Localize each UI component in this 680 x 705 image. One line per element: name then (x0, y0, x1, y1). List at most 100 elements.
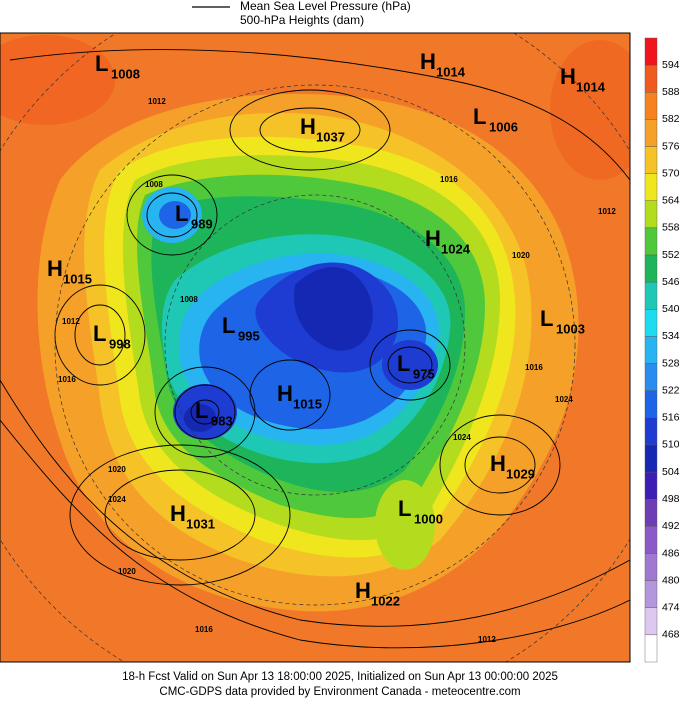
center-pressure: 975 (413, 366, 435, 381)
center-letter: H (277, 381, 293, 406)
colorbar-swatch (644, 363, 658, 391)
map-frame (0, 32, 631, 663)
colorbar-swatch (644, 227, 658, 256)
colorbar-label: 582 (662, 113, 680, 125)
colorbar-swatch (644, 444, 658, 473)
center-pressure: 989 (191, 216, 213, 231)
center-letter: L (175, 201, 188, 226)
colorbar-label: 510 (662, 439, 680, 451)
colorbar-label: 468 (662, 629, 680, 641)
legend-text: 500-hPa Heights (dam) (240, 13, 364, 27)
center-letter: L (95, 51, 108, 76)
footer-text: 18-h Fcst Valid on Sun Apr 13 18:00:00 2… (122, 671, 558, 683)
center-letter: H (425, 226, 441, 251)
center-pressure: 1015 (293, 396, 322, 411)
colorbar-swatch (644, 390, 658, 419)
center-letter: H (47, 256, 63, 281)
colorbar-label: 594 (662, 59, 680, 71)
colorbar-swatch (644, 200, 658, 229)
colorbar-swatch (644, 146, 658, 174)
colorbar-label: 540 (662, 303, 680, 315)
contour-label: 1016 (58, 375, 76, 384)
center-letter: H (300, 114, 316, 139)
contour-label: 1012 (62, 317, 80, 326)
colorbar-swatch (644, 471, 658, 500)
colorbar-label: 564 (662, 195, 680, 207)
colorbar-swatch (644, 173, 658, 201)
center-letter: L (222, 313, 235, 338)
colorbar-label: 474 (662, 602, 680, 614)
center-letter: L (473, 104, 486, 129)
contour-label: 1016 (440, 175, 458, 184)
center-pressure: 1029 (506, 466, 535, 481)
contour-label: 1020 (512, 251, 530, 260)
contour-label: 1008 (145, 180, 163, 189)
colorbar-swatch (644, 553, 658, 581)
colorbar-label: 546 (662, 276, 680, 288)
colorbar-label: 504 (662, 466, 680, 478)
center-pressure: 1031 (186, 516, 215, 531)
colorbar-label: 486 (662, 547, 680, 559)
colorbar-label: 588 (662, 86, 680, 98)
colorbar-label: 534 (662, 330, 680, 342)
center-letter: L (93, 321, 106, 346)
contour-label: 1008 (180, 295, 198, 304)
colorbar-swatch (644, 37, 658, 66)
contour-label: 1020 (118, 567, 136, 576)
center-pressure: 983 (211, 413, 233, 428)
colorbar-swatch (644, 526, 658, 554)
colorbar-label: 516 (662, 412, 680, 424)
colorbar-label: 522 (662, 384, 680, 396)
contour-label: 1016 (195, 625, 213, 634)
colorbar-swatch (644, 607, 658, 636)
colorbar-swatch (644, 254, 658, 283)
colorbar-swatch (644, 417, 658, 446)
colorbar-swatch (644, 119, 658, 147)
footer-text: CMC-GDPS data provided by Environment Ca… (159, 686, 520, 698)
colorbar-label: 552 (662, 249, 680, 261)
center-pressure: 998 (109, 336, 131, 351)
colorbar-swatch (644, 92, 658, 120)
contour-label: 1024 (555, 395, 573, 404)
contour-label: 1016 (525, 363, 543, 372)
colorbar-label: 528 (662, 357, 680, 369)
center-pressure: 1003 (556, 321, 585, 336)
colorbar-label: 570 (662, 167, 680, 179)
center-letter: H (560, 64, 576, 89)
colorbar-swatch (644, 64, 658, 93)
contour-label: 1012 (478, 635, 496, 644)
colorbar-label: 576 (662, 140, 680, 152)
colorbar-swatch (644, 580, 658, 608)
center-letter: H (420, 49, 436, 74)
center-pressure: 1015 (63, 271, 92, 286)
center-pressure: 1014 (436, 64, 466, 79)
center-pressure: 1014 (576, 79, 606, 94)
center-letter: L (397, 351, 410, 376)
center-pressure: 1006 (489, 119, 518, 134)
center-letter: L (398, 496, 411, 521)
colorbar-swatch (644, 336, 658, 364)
center-letter: H (170, 501, 186, 526)
contour-label: 1020 (108, 465, 126, 474)
center-pressure: 1022 (371, 593, 400, 608)
center-letter: L (195, 398, 208, 423)
contour-label: 1012 (598, 207, 616, 216)
colorbar-swatch (644, 309, 658, 337)
center-pressure: 995 (238, 328, 260, 343)
legend-text: Mean Sea Level Pressure (hPa) (240, 0, 411, 13)
colorbar-label: 498 (662, 493, 680, 505)
colorbar-label: 558 (662, 222, 680, 234)
center-pressure: 1037 (316, 129, 345, 144)
colorbar-swatch (644, 499, 658, 527)
center-letter: H (490, 451, 506, 476)
contour-label: 1012 (148, 97, 166, 106)
center-pressure: 1008 (111, 66, 140, 81)
center-letter: H (355, 578, 371, 603)
colorbar-label: 492 (662, 520, 680, 532)
contour-label: 1024 (108, 495, 126, 504)
colorbar-swatch (644, 281, 658, 310)
colorbar-label: 480 (662, 574, 680, 586)
colorbar-swatch (644, 634, 658, 663)
